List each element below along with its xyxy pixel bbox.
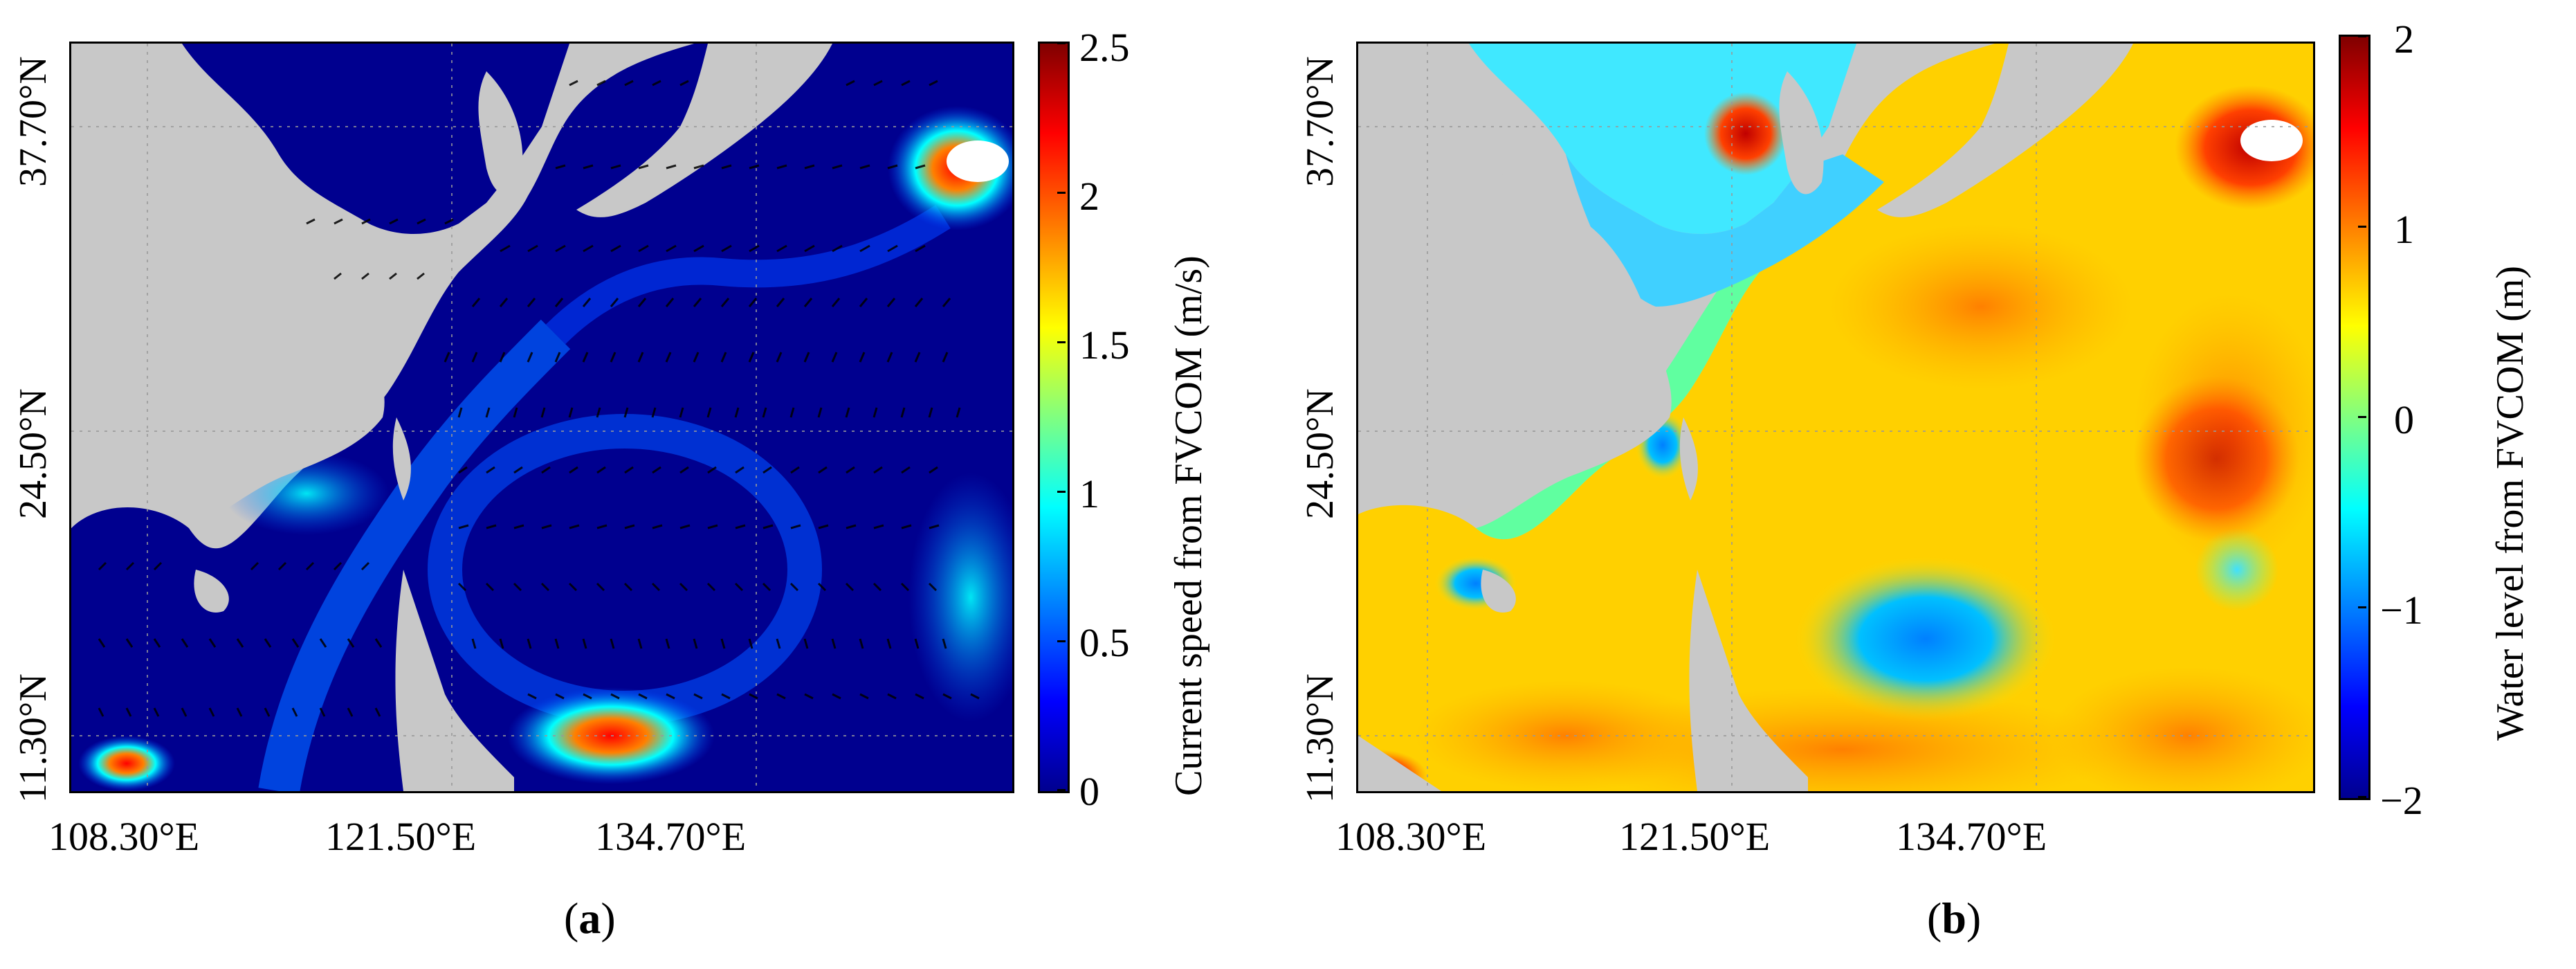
panel-a-cbtick-6: 0 (1079, 769, 1099, 814)
panel-a-cbtick-5: 0.5 (1079, 620, 1130, 665)
panel-b-grid (1358, 44, 2313, 791)
panel-a-ytick-3: 11.30°N (12, 673, 55, 803)
panel-b-cbtick-2: 1 (2394, 207, 2414, 252)
panel-a-cbtick-2: 2 (1079, 174, 1099, 219)
panel-b-map-svg (1358, 44, 2313, 791)
panel-a-land-asia (71, 44, 385, 528)
panel-b-map (1356, 42, 2315, 793)
panel-b-xtick-3: 134.70°E (1896, 814, 2047, 859)
panel-a-xtick-2: 121.50°E (325, 814, 477, 859)
panel-b-land-taiwan (1679, 417, 1698, 500)
panel-a-land-hainan (194, 570, 229, 613)
panel-b-land-hainan (1481, 570, 1516, 613)
panel-a-colorbar-title: Current speed from FVCOM (m/s) (1167, 255, 1210, 796)
panel-b-land-asia (1358, 44, 1672, 528)
panel-b-land-korea (1779, 71, 1824, 194)
panel-a-ytick-1: 37.70°N (12, 56, 55, 187)
panel-b-cbtick-4: −1 (2380, 588, 2423, 633)
panel-b-cbtick-1: 2 (2394, 17, 2414, 62)
panel-a-cbtick-1: 2.5 (1079, 25, 1130, 70)
panel-a-land-korea (478, 71, 523, 194)
panel-a-map-svg (71, 44, 1012, 791)
panel-b-land-philippines (1689, 570, 1808, 791)
panel-b-caption: (b) (1927, 894, 1982, 943)
panel-b-cbtick-5: −2 (2380, 778, 2423, 823)
panel-b-cbtick-3: 0 (2394, 397, 2414, 442)
panel-b-xtick-2: 121.50°E (1619, 814, 1771, 859)
panel-a-velocity-arrows (98, 80, 980, 717)
panel-a-land-philippines (395, 570, 514, 791)
panel-b-colorbar-title: Water level from FVCOM (m) (2489, 266, 2532, 741)
panel-b-land-japan (1877, 44, 2133, 217)
panel-a-land-japan (576, 44, 832, 217)
panel-a-map (69, 42, 1014, 793)
panel-a: 37.70°N 24.50°N 11.30°N (0, 0, 1287, 969)
panel-b: 37.70°N 24.50°N 11.30°N (1299, 0, 2576, 969)
panel-b-xtick-1: 108.30°E (1335, 814, 1487, 859)
panel-a-ytick-2: 24.50°N (12, 388, 55, 519)
panel-a-colorbar (1038, 42, 1070, 793)
panel-a-grid (71, 44, 1012, 791)
panel-b-ytick-1: 37.70°N (1299, 56, 1342, 187)
panel-b-ytick-2: 24.50°N (1299, 388, 1342, 519)
panel-a-caption: (a) (564, 894, 616, 943)
panel-a-land-taiwan (392, 417, 411, 500)
panel-a-cbtick-3: 1.5 (1079, 323, 1130, 368)
panel-a-xtick-1: 108.30°E (48, 814, 200, 859)
panel-b-land-borneo (1358, 736, 1441, 791)
panel-a-xtick-3: 134.70°E (595, 814, 747, 859)
panel-b-ytick-3: 11.30°N (1299, 673, 1342, 803)
panel-a-cbtick-4: 1 (1079, 471, 1099, 516)
